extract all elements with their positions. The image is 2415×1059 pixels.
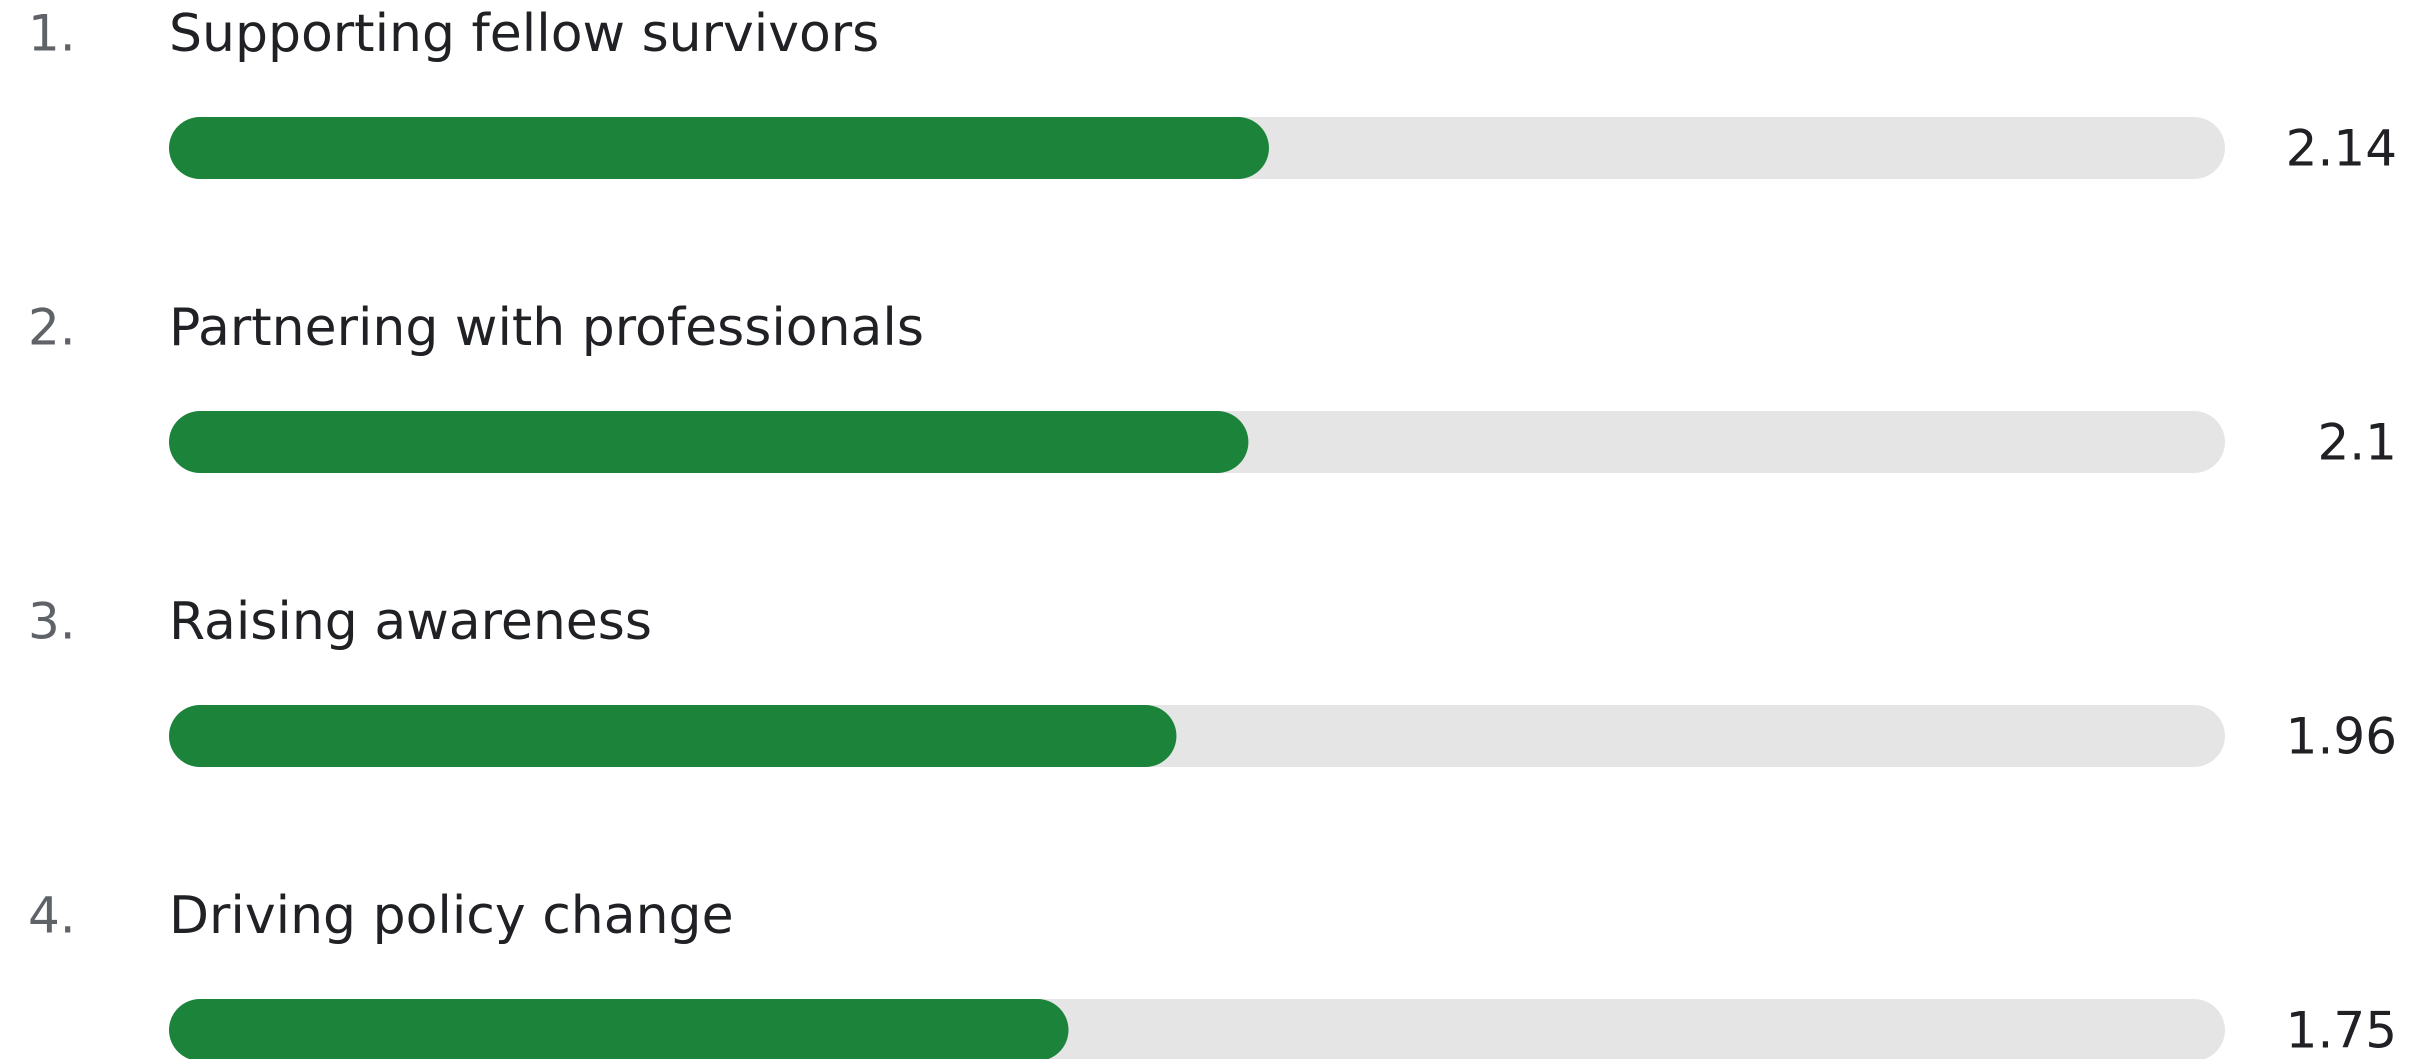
rank-label: 1. xyxy=(28,5,76,63)
rank-label: 2. xyxy=(28,299,76,357)
bar xyxy=(169,705,1177,767)
category-label: Raising awareness xyxy=(169,592,652,652)
category-label: Supporting fellow survivors xyxy=(169,4,879,64)
value-label: 1.75 xyxy=(2286,1002,2397,1059)
category-label: Driving policy change xyxy=(169,886,734,946)
rank-label: 4. xyxy=(28,887,76,945)
rank-label: 3. xyxy=(28,593,76,651)
bar xyxy=(169,999,1069,1059)
value-label: 2.14 xyxy=(2286,120,2397,178)
bar xyxy=(169,117,1269,179)
value-label: 1.96 xyxy=(2286,708,2397,766)
category-label: Partnering with professionals xyxy=(169,298,924,358)
bar xyxy=(169,411,1249,473)
value-label: 2.1 xyxy=(2317,414,2397,472)
